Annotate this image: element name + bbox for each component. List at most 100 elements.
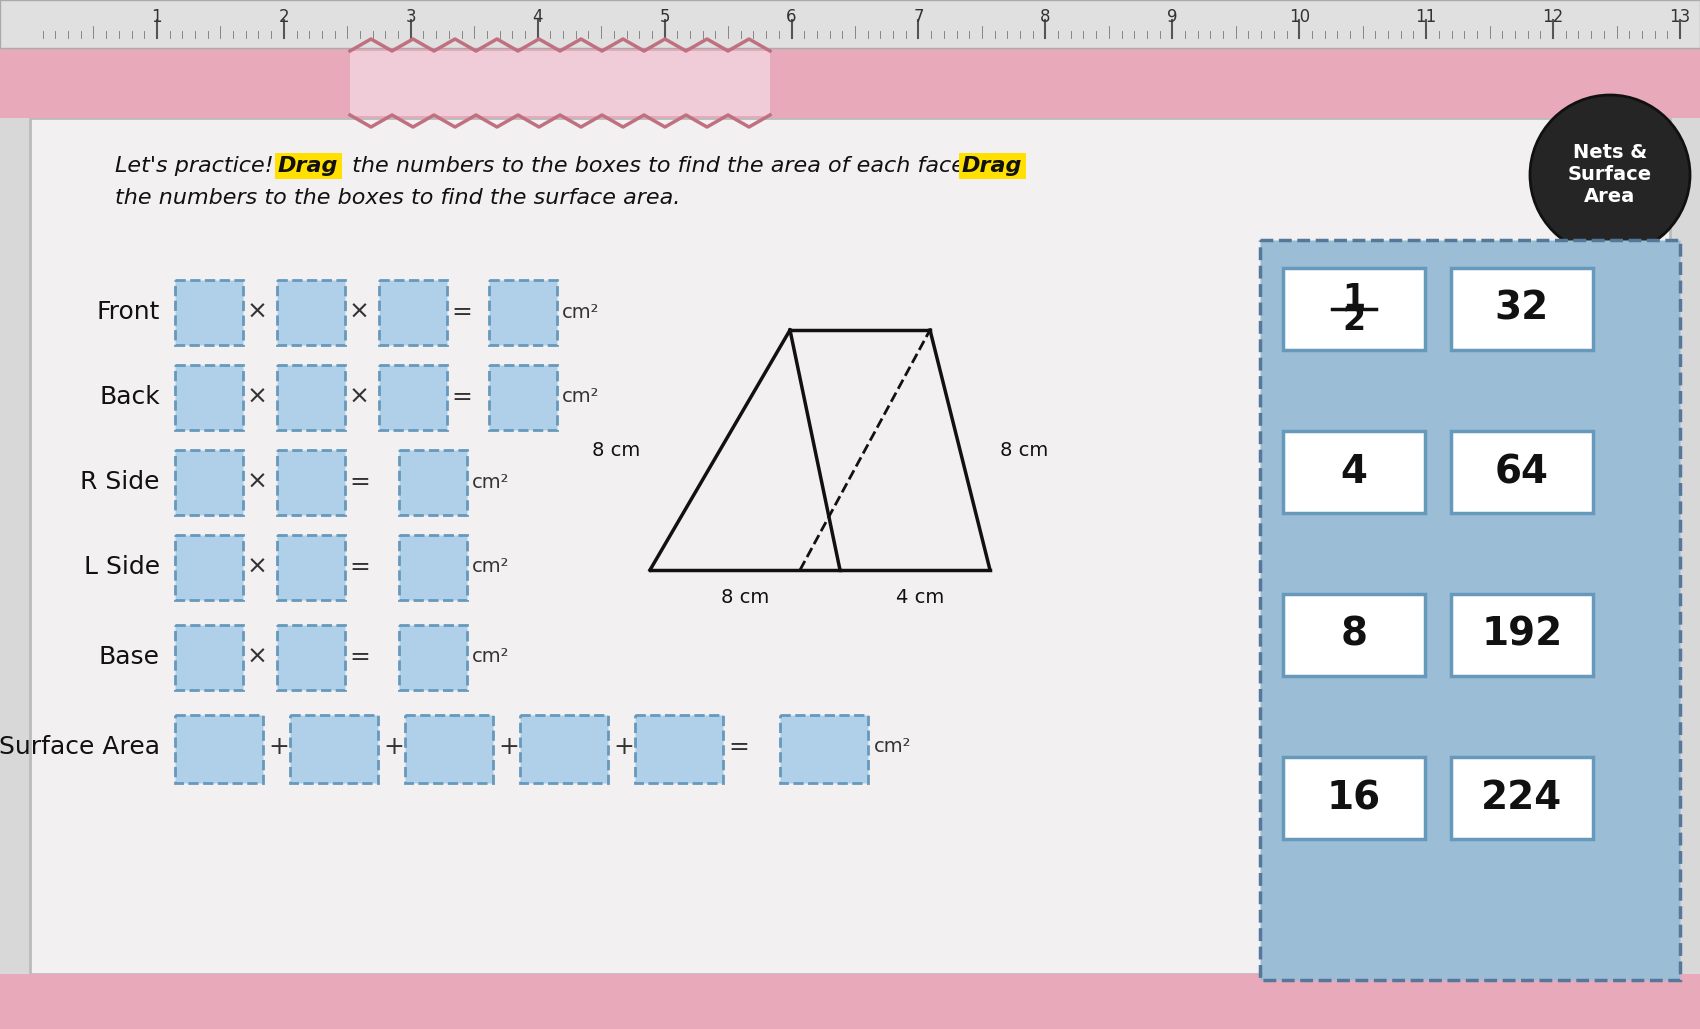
Text: +: + — [614, 735, 634, 759]
Bar — [31, 118, 1669, 974]
Text: 8 cm: 8 cm — [721, 588, 768, 607]
Text: R Side: R Side — [80, 470, 160, 494]
Text: =: = — [450, 385, 473, 409]
FancyBboxPatch shape — [277, 625, 345, 690]
Text: 1: 1 — [151, 8, 162, 26]
Text: 6: 6 — [787, 8, 797, 26]
FancyBboxPatch shape — [1452, 268, 1593, 350]
Text: Let's practice!: Let's practice! — [116, 156, 280, 176]
FancyBboxPatch shape — [400, 535, 468, 600]
FancyBboxPatch shape — [1284, 268, 1425, 350]
Text: cm²: cm² — [563, 303, 600, 321]
Text: 192: 192 — [1481, 616, 1562, 654]
Text: 7: 7 — [913, 8, 923, 26]
Text: =: = — [348, 470, 371, 494]
FancyBboxPatch shape — [1284, 757, 1425, 839]
Text: cm²: cm² — [473, 558, 510, 576]
Text: 64: 64 — [1494, 453, 1549, 491]
FancyBboxPatch shape — [400, 625, 468, 690]
Text: cm²: cm² — [473, 472, 510, 492]
Text: cm²: cm² — [874, 738, 911, 756]
Text: 9: 9 — [1168, 8, 1178, 26]
Text: 16: 16 — [1328, 779, 1380, 817]
Text: Nets &: Nets & — [1572, 143, 1647, 163]
Text: Surface Area: Surface Area — [0, 735, 160, 759]
Text: +: + — [498, 735, 518, 759]
FancyBboxPatch shape — [1452, 594, 1593, 676]
Text: 4 cm: 4 cm — [896, 588, 944, 607]
FancyBboxPatch shape — [1260, 240, 1680, 980]
Text: 8 cm: 8 cm — [1000, 440, 1049, 460]
Text: L Side: L Side — [83, 555, 160, 579]
Text: Area: Area — [1584, 187, 1635, 207]
Text: =: = — [348, 645, 371, 669]
Text: Front: Front — [97, 300, 160, 324]
FancyBboxPatch shape — [175, 715, 264, 783]
Text: the numbers to the boxes to find the surface area.: the numbers to the boxes to find the sur… — [116, 188, 680, 208]
Text: 8: 8 — [1040, 8, 1051, 26]
Text: 5: 5 — [660, 8, 670, 26]
Text: Surface: Surface — [1567, 166, 1652, 184]
Text: 10: 10 — [1289, 8, 1309, 26]
Bar — [0, 48, 1700, 118]
FancyBboxPatch shape — [780, 715, 869, 783]
FancyBboxPatch shape — [1452, 431, 1593, 513]
Text: ×: × — [246, 555, 269, 579]
FancyBboxPatch shape — [277, 280, 345, 345]
FancyBboxPatch shape — [277, 450, 345, 514]
Text: 11: 11 — [1416, 8, 1436, 26]
FancyBboxPatch shape — [520, 715, 609, 783]
Text: 2: 2 — [279, 8, 289, 26]
Text: 4: 4 — [1341, 453, 1367, 491]
FancyBboxPatch shape — [490, 280, 558, 345]
Text: cm²: cm² — [473, 647, 510, 667]
FancyBboxPatch shape — [175, 535, 243, 600]
FancyBboxPatch shape — [379, 280, 447, 345]
Text: 8: 8 — [1341, 616, 1367, 654]
Text: 3: 3 — [406, 8, 416, 26]
FancyBboxPatch shape — [175, 280, 243, 345]
Text: ×: × — [246, 300, 269, 324]
Text: 8 cm: 8 cm — [592, 440, 639, 460]
Text: the numbers to the boxes to find the area of each face.: the numbers to the boxes to find the are… — [345, 156, 979, 176]
FancyBboxPatch shape — [175, 625, 243, 690]
Circle shape — [1530, 95, 1690, 255]
FancyBboxPatch shape — [379, 365, 447, 430]
Bar — [350, 51, 770, 116]
FancyBboxPatch shape — [490, 365, 558, 430]
Text: 12: 12 — [1542, 8, 1564, 26]
FancyBboxPatch shape — [1452, 757, 1593, 839]
FancyBboxPatch shape — [405, 715, 493, 783]
Text: Drag: Drag — [279, 156, 338, 176]
Text: ×: × — [246, 385, 269, 409]
FancyBboxPatch shape — [636, 715, 722, 783]
Text: 1: 1 — [1343, 283, 1365, 316]
Text: ×: × — [246, 470, 269, 494]
FancyBboxPatch shape — [400, 450, 468, 514]
Text: ×: × — [348, 385, 371, 409]
Text: ×: × — [348, 300, 371, 324]
FancyBboxPatch shape — [1284, 594, 1425, 676]
Text: =: = — [450, 300, 473, 324]
Text: 224: 224 — [1481, 779, 1562, 817]
Bar — [0, 0, 1700, 48]
Text: +: + — [382, 735, 405, 759]
Text: 4: 4 — [532, 8, 542, 26]
Text: =: = — [348, 555, 371, 579]
Text: +: + — [269, 735, 289, 759]
Text: 32: 32 — [1494, 290, 1549, 328]
FancyBboxPatch shape — [1284, 431, 1425, 513]
Text: Base: Base — [99, 645, 160, 669]
Text: =: = — [728, 735, 750, 759]
FancyBboxPatch shape — [277, 535, 345, 600]
Text: 2: 2 — [1343, 305, 1365, 338]
Text: Back: Back — [99, 385, 160, 409]
FancyBboxPatch shape — [291, 715, 377, 783]
Bar — [0, 974, 1700, 1029]
Text: cm²: cm² — [563, 388, 600, 406]
Text: ×: × — [246, 645, 269, 669]
Text: 13: 13 — [1669, 8, 1690, 26]
FancyBboxPatch shape — [175, 450, 243, 514]
Text: Drag: Drag — [962, 156, 1022, 176]
FancyBboxPatch shape — [175, 365, 243, 430]
